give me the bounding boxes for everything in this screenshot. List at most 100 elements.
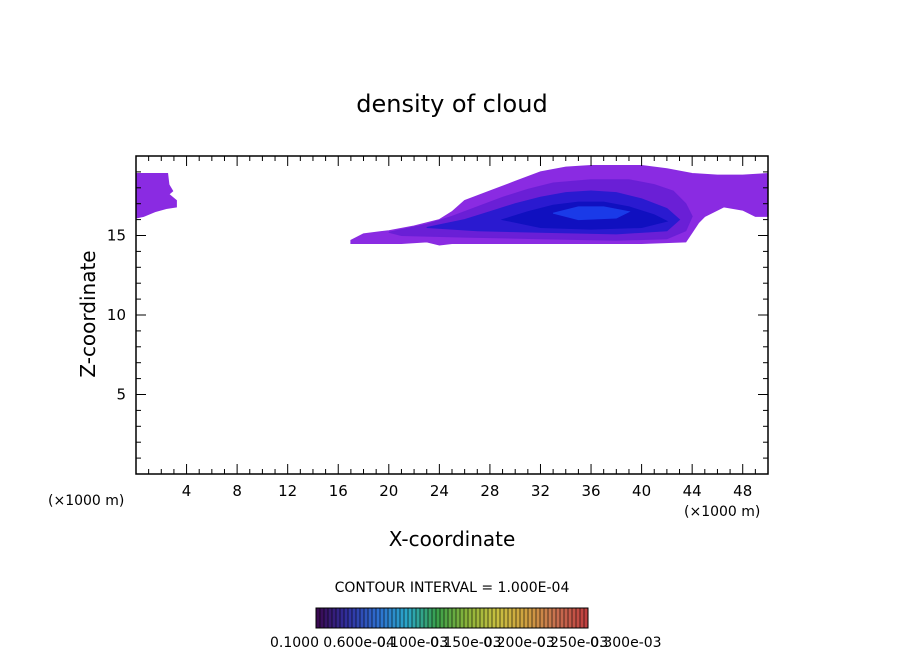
colorbar-swatch — [356, 608, 360, 628]
colorbar-label: 0.200e-03 — [483, 635, 555, 651]
colorbar-swatch — [540, 608, 544, 628]
colorbar-swatch — [484, 608, 488, 628]
colorbar-swatch — [516, 608, 520, 628]
peak-cloud-bright-blue — [552, 206, 631, 221]
colorbar-swatch — [476, 608, 480, 628]
colorbar-swatch — [464, 608, 468, 628]
colorbar-swatch — [324, 608, 328, 628]
colorbar-swatch — [384, 608, 388, 628]
x-unit-left: (×1000 m) — [48, 493, 124, 509]
x-axis-ticks: 4 8 12 16 20 24 28 32 36 40 44 48 — [148, 156, 756, 500]
colorbar-swatch — [544, 608, 548, 628]
colorbar-swatch — [444, 608, 448, 628]
y-tick-label: 5 — [116, 386, 126, 404]
colorbar-swatch — [556, 608, 560, 628]
colorbar-swatch — [372, 608, 376, 628]
colorbar-swatch — [512, 608, 516, 628]
x-tick-label: 4 — [182, 482, 192, 500]
colorbar-label: 0.600e-04 — [323, 635, 395, 651]
x-tick-label: 8 — [232, 482, 242, 500]
x-tick-label: 24 — [430, 482, 449, 500]
colorbar-frame — [315, 607, 589, 629]
colorbar — [315, 607, 589, 629]
colorbar-swatch — [584, 608, 588, 628]
colorbar-swatch — [320, 608, 324, 628]
colorbar-swatch — [424, 608, 428, 628]
colorbar-label: 0.150e-03 — [430, 635, 502, 651]
colorbar-swatch — [500, 608, 504, 628]
colorbar-label: 0.100e-03 — [377, 635, 449, 651]
x-tick-label: 28 — [480, 482, 499, 500]
colorbar-labels: 0.1000 0.600e-040.100e-030.150e-030.200e-… — [270, 635, 662, 651]
colorbar-swatch — [580, 608, 584, 628]
x-tick-label: 20 — [379, 482, 398, 500]
colorbar-swatch — [368, 608, 372, 628]
contour-interval: CONTOUR INTERVAL = 1.000E-04 — [335, 580, 570, 596]
colorbar-swatch — [404, 608, 408, 628]
colorbar-swatch — [576, 608, 580, 628]
colorbar-swatch — [336, 608, 340, 628]
colorbar-swatch — [328, 608, 332, 628]
colorbar-swatch — [360, 608, 364, 628]
colorbar-swatch — [488, 608, 492, 628]
x-tick-label: 36 — [581, 482, 600, 500]
colorbar-swatch — [524, 608, 528, 628]
y-axis-label: Z-coordinate — [76, 250, 100, 377]
colorbar-swatch — [344, 608, 348, 628]
colorbar-swatch — [316, 608, 320, 628]
colorbar-swatch — [428, 608, 432, 628]
x-tick-label: 12 — [278, 482, 297, 500]
colorbar-swatch — [340, 608, 344, 628]
chart-title: density of cloud — [356, 90, 547, 118]
colorbar-swatch — [460, 608, 464, 628]
colorbar-label: 0.300e-03 — [590, 635, 662, 651]
y-tick-label: 10 — [107, 306, 126, 324]
y-tick-label: 15 — [107, 227, 126, 245]
colorbar-swatch — [376, 608, 380, 628]
colorbar-swatch — [492, 608, 496, 628]
colorbar-swatch — [520, 608, 524, 628]
x-tick-label: 16 — [329, 482, 348, 500]
colorbar-swatch — [560, 608, 564, 628]
x-tick-label: 48 — [733, 482, 752, 500]
colorbar-swatch — [408, 608, 412, 628]
colorbar-swatch — [348, 608, 352, 628]
colorbar-swatch — [568, 608, 572, 628]
colorbar-label: 0.250e-03 — [537, 635, 609, 651]
colorbar-swatch — [380, 608, 384, 628]
colorbar-swatch — [452, 608, 456, 628]
colorbar-swatch — [448, 608, 452, 628]
colorbar-swatch — [472, 608, 476, 628]
colorbar-swatch — [572, 608, 576, 628]
x-tick-label: 40 — [632, 482, 651, 500]
colorbar-swatch — [456, 608, 460, 628]
colorbar-swatch — [528, 608, 532, 628]
colorbar-swatch — [412, 608, 416, 628]
colorbar-swatch — [436, 608, 440, 628]
colorbar-swatch — [432, 608, 436, 628]
colorbar-swatch — [420, 608, 424, 628]
cloud-contour-regions — [135, 165, 769, 246]
colorbar-swatch — [396, 608, 400, 628]
x-tick-label: 32 — [531, 482, 550, 500]
colorbar-swatch — [548, 608, 552, 628]
colorbar-swatch — [564, 608, 568, 628]
colorbar-swatch — [496, 608, 500, 628]
x-unit-right: (×1000 m) — [684, 504, 760, 520]
colorbar-swatch — [552, 608, 556, 628]
x-axis-label: X-coordinate — [389, 527, 516, 551]
colorbar-swatch — [392, 608, 396, 628]
colorbar-swatch — [480, 608, 484, 628]
colorbar-swatch — [352, 608, 356, 628]
colorbar-swatch — [416, 608, 420, 628]
colorbar-swatch — [440, 608, 444, 628]
colorbar-swatch — [536, 608, 540, 628]
colorbar-label: 0.1000 — [270, 635, 319, 651]
y-axis-ticks: 5 10 15 — [107, 171, 768, 459]
colorbar-swatch — [468, 608, 472, 628]
colorbar-swatch — [400, 608, 404, 628]
colorbar-swatch — [508, 608, 512, 628]
colorbar-swatch — [332, 608, 336, 628]
x-tick-label: 44 — [683, 482, 702, 500]
